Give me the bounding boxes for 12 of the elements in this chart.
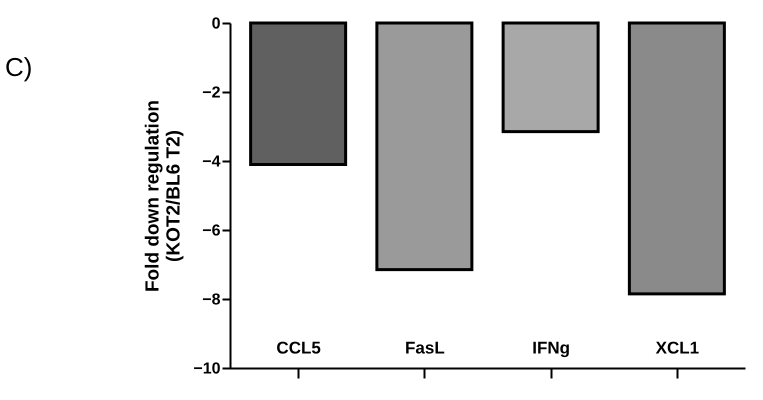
x-tick-label: IFNg	[532, 338, 570, 358]
text: C)	[5, 52, 32, 82]
x-tick-label: FasL	[405, 338, 445, 358]
x-tick-label: XCL1	[656, 338, 700, 358]
y-tick-label: 0	[212, 16, 221, 32]
y-tick-label: −6	[202, 222, 221, 240]
y-tick-label: −8	[202, 292, 221, 308]
x-tick-label: CCL5	[276, 338, 321, 358]
y-tick-label: −4	[202, 154, 221, 170]
y-tick-label: −10	[193, 360, 221, 378]
y-tick-label: −2	[202, 84, 221, 102]
y-axis-title: Fold down regulation (KOT2/BL6 T2)	[142, 100, 184, 292]
